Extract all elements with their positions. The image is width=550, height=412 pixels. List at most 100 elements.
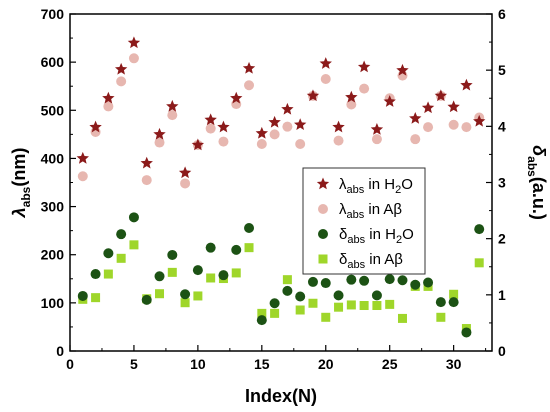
data-point [218, 136, 229, 147]
data-point [460, 78, 473, 91]
data-point [244, 222, 255, 233]
data-point [244, 243, 254, 253]
data-point [461, 122, 472, 133]
data-point [76, 151, 89, 164]
data-point [436, 312, 446, 322]
data-point [269, 298, 280, 309]
data-point [372, 301, 382, 311]
data-point [230, 91, 243, 104]
y-right-tick-label: 5 [498, 62, 506, 78]
y-right-tick-label: 2 [498, 231, 506, 247]
data-point [295, 291, 306, 302]
y-right-tick-label: 1 [498, 287, 506, 303]
data-point [116, 229, 127, 240]
x-tick-label: 5 [130, 356, 138, 372]
y-right-tick-label: 6 [498, 6, 506, 22]
data-point [295, 138, 306, 149]
data-point [218, 270, 229, 281]
data-point [141, 175, 152, 186]
x-tick-label: 30 [446, 356, 462, 372]
data-point [140, 156, 153, 169]
data-point [155, 289, 165, 299]
data-point [167, 267, 177, 277]
data-point [116, 253, 126, 263]
data-point [205, 123, 216, 134]
data-point [346, 99, 357, 110]
data-point [410, 134, 421, 145]
data-point [397, 275, 408, 286]
data-point [345, 90, 358, 103]
data-point [129, 240, 139, 250]
data-point [282, 285, 293, 296]
data-point [332, 120, 345, 133]
data-point [231, 268, 241, 278]
data-point [167, 249, 178, 260]
x-tick-label: 20 [318, 356, 334, 372]
data-point [153, 127, 166, 140]
x-tick-label: 15 [254, 356, 270, 372]
y-right-tick-label: 0 [498, 343, 506, 359]
data-point [180, 298, 190, 308]
data-point [255, 126, 268, 139]
data-point [320, 73, 331, 84]
data-point [116, 76, 127, 87]
legend-marker [318, 254, 328, 264]
data-point [346, 300, 356, 310]
data-point [103, 269, 113, 279]
plot-markers [76, 36, 486, 338]
data-point [270, 308, 280, 318]
data-point [281, 102, 294, 115]
data-point [410, 279, 421, 290]
series-0 [76, 36, 486, 179]
y-left-tick-label: 500 [41, 102, 65, 118]
data-point [307, 276, 318, 287]
data-point [90, 269, 101, 280]
y-right-axis-title: δabs(a.u.) [525, 145, 549, 220]
axes-ticks: 0 5 10 15 20 25 300100200300400500600700012345… [41, 6, 506, 372]
y-left-axis-title: λabs(nm) [9, 148, 33, 219]
data-point [206, 273, 216, 283]
y-left-tick-label: 400 [41, 150, 65, 166]
legend-label: δabs in Aβ [339, 251, 403, 271]
data-point [447, 100, 460, 113]
y-left-tick-label: 700 [41, 6, 65, 22]
legend-marker [318, 229, 328, 239]
y-left-tick-label: 100 [41, 295, 65, 311]
data-point [91, 293, 101, 303]
data-point [268, 115, 281, 128]
data-point [423, 277, 434, 288]
data-point [282, 275, 292, 285]
x-tick-label: 10 [190, 356, 206, 372]
data-point [166, 99, 179, 112]
data-point [256, 315, 267, 326]
data-point [308, 298, 318, 308]
data-point [319, 57, 332, 69]
series-2 [77, 212, 485, 338]
data-point [306, 89, 320, 102]
legend-label: δabs in H2O [339, 226, 414, 246]
data-point [231, 244, 242, 255]
data-point [357, 60, 371, 73]
data-point [257, 308, 267, 318]
data-point [154, 271, 165, 282]
data-point [269, 129, 280, 140]
data-point [167, 110, 178, 121]
data-point [128, 53, 139, 64]
data-point [217, 120, 230, 133]
data-point [103, 248, 114, 259]
data-point [474, 224, 485, 235]
axis-titles: Index(N) λabs(nm) δabs(a.u.) [9, 145, 549, 406]
data-point [473, 114, 486, 127]
data-point [192, 265, 203, 276]
data-point [383, 95, 396, 107]
data-point [449, 289, 459, 299]
data-point [423, 122, 434, 133]
data-point [77, 290, 88, 301]
legend-marker [316, 177, 330, 190]
data-point [385, 299, 395, 309]
data-point [114, 62, 128, 75]
data-point [178, 166, 192, 179]
plot-frame [69, 13, 493, 352]
data-point [294, 118, 307, 130]
data-point [154, 137, 165, 148]
